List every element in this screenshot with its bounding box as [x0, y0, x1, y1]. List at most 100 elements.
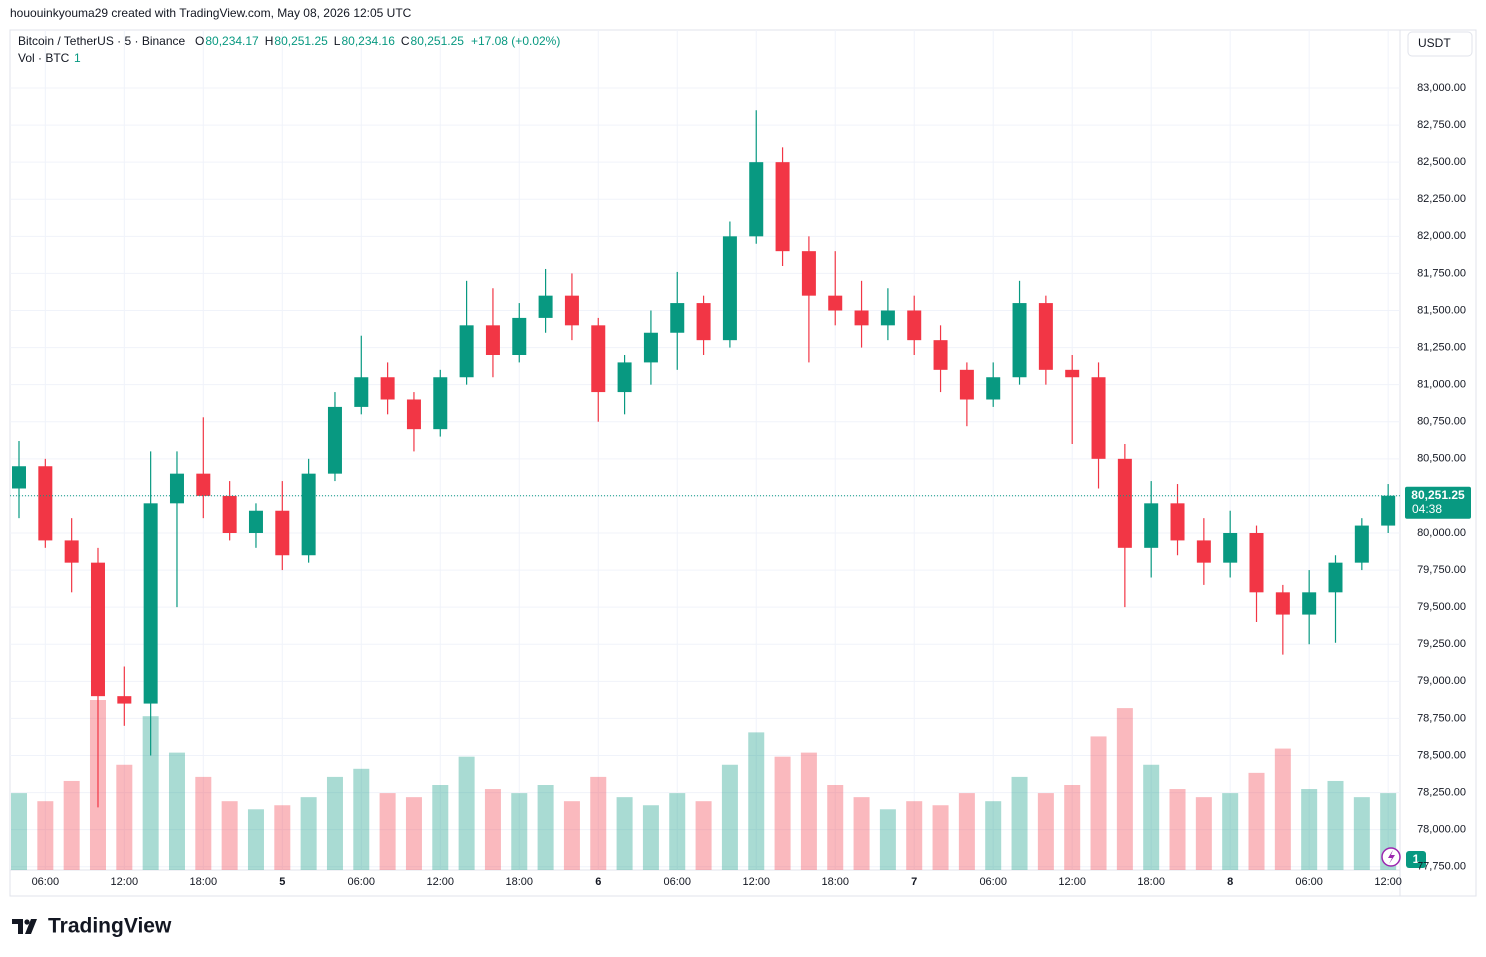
legend-value: +17.08 (+0.02%) — [471, 34, 560, 48]
legend: Bitcoin / TetherUS · 5 · Binance Vol · B… — [18, 34, 560, 65]
y-tick-label: 83,000.00 — [1417, 82, 1466, 94]
candle-body — [1038, 303, 1053, 370]
legend-key: C — [401, 34, 410, 48]
volume-bar — [537, 785, 554, 870]
candle-body — [1354, 525, 1369, 563]
candle-body — [986, 377, 1001, 400]
y-tick-label: 78,250.00 — [1417, 786, 1466, 798]
volume-bar — [1222, 793, 1239, 870]
attribution: hououinkyouma29 created with TradingView… — [10, 6, 412, 20]
legend-key: O — [195, 34, 204, 48]
candle-body — [696, 303, 711, 341]
candle-body — [64, 540, 79, 563]
candle-body — [1170, 503, 1185, 541]
candle-body — [38, 466, 53, 541]
brand-icon — [12, 919, 37, 934]
volume-bar — [247, 809, 264, 870]
lightning-glyph — [1388, 850, 1395, 864]
candle-body — [512, 317, 527, 355]
volume-bar — [274, 805, 291, 870]
candle-body — [617, 362, 632, 393]
price-tag-label: 80,251.25 — [1411, 488, 1465, 502]
volume-bar — [669, 793, 686, 870]
alerts-count: 1 — [1413, 852, 1420, 866]
volume-bar — [590, 776, 607, 870]
x-tick-label: 06:00 — [1295, 876, 1323, 888]
y-tick-label: 81,500.00 — [1417, 304, 1466, 316]
volume-bar — [142, 716, 159, 870]
volume-bar — [300, 797, 317, 870]
y-tick-label: 79,500.00 — [1417, 601, 1466, 613]
countdown: 04:38 — [1412, 502, 1442, 516]
candle-body — [643, 332, 658, 363]
candle-body — [538, 295, 553, 318]
x-tick-label: 12:00 — [1058, 876, 1086, 888]
x-tick-label: 12:00 — [111, 876, 139, 888]
x-tick-label: 7 — [911, 876, 917, 888]
candle-body — [670, 303, 685, 333]
candle-body — [959, 369, 974, 400]
candle-body — [301, 473, 316, 556]
y-tick-label: 81,000.00 — [1417, 379, 1466, 391]
candle-body — [722, 236, 737, 341]
grid — [10, 30, 1400, 870]
candle-body — [1275, 592, 1290, 615]
y-tick-label: 80,750.00 — [1417, 416, 1466, 428]
x-tick-label: 8 — [1227, 876, 1233, 888]
candle-body — [880, 310, 895, 326]
candle-body — [380, 377, 395, 400]
volume-bar — [1064, 785, 1081, 870]
volume-bar — [116, 764, 133, 870]
volume-bar — [1301, 789, 1318, 870]
candle-body — [1144, 503, 1159, 548]
brand-dot — [24, 919, 30, 925]
x-tick-label: 18:00 — [190, 876, 218, 888]
candle-body — [248, 510, 263, 533]
candle-body — [222, 495, 237, 533]
volume-bar — [853, 797, 870, 870]
candle-body — [775, 162, 790, 252]
currency-button[interactable] — [1407, 31, 1473, 57]
volume-bar — [1011, 776, 1028, 870]
candle-body — [406, 399, 421, 430]
candle-body — [143, 503, 158, 704]
volume-bar — [168, 752, 185, 870]
y-tick-label: 79,250.00 — [1417, 638, 1466, 650]
candle-body — [1091, 377, 1106, 459]
volume-bar — [958, 793, 975, 870]
y-tick-label: 79,000.00 — [1417, 675, 1466, 687]
y-tick-label: 80,000.00 — [1417, 527, 1466, 539]
volume-bar — [63, 780, 80, 870]
currency[interactable]: USDT — [1418, 36, 1451, 50]
alerts-badge[interactable] — [1406, 851, 1426, 868]
candle-body — [433, 377, 448, 430]
volume-bar — [195, 776, 212, 870]
volume-bar — [353, 768, 370, 870]
volume-bar — [1274, 748, 1291, 870]
candle-body — [354, 377, 369, 407]
candle-body — [1117, 458, 1132, 548]
volume-bar — [11, 793, 27, 870]
symbol: Bitcoin / TetherUS · 5 · Binance — [18, 34, 186, 48]
y-tick-label: 81,750.00 — [1417, 267, 1466, 279]
y-tick-label: 77,750.00 — [1417, 861, 1466, 873]
candle-body — [907, 310, 922, 341]
legend-value: 80,251.25 — [274, 34, 328, 48]
volume-bar — [642, 805, 659, 870]
candle-body — [801, 251, 816, 296]
candle-body — [196, 473, 211, 496]
legend-value: 80,234.17 — [205, 34, 259, 48]
volume-bar — [511, 793, 528, 870]
candle-body — [591, 325, 606, 393]
x-tick-label: 18:00 — [1137, 876, 1165, 888]
candle-body — [327, 406, 342, 474]
y-tick-label: 79,750.00 — [1417, 564, 1466, 576]
volume-bar — [379, 793, 396, 870]
y-tick-label: 78,750.00 — [1417, 712, 1466, 724]
legend-value: 80,251.25 — [411, 34, 465, 48]
candle-body — [485, 325, 500, 355]
volume-bar — [695, 801, 712, 870]
candle-body — [828, 295, 843, 311]
